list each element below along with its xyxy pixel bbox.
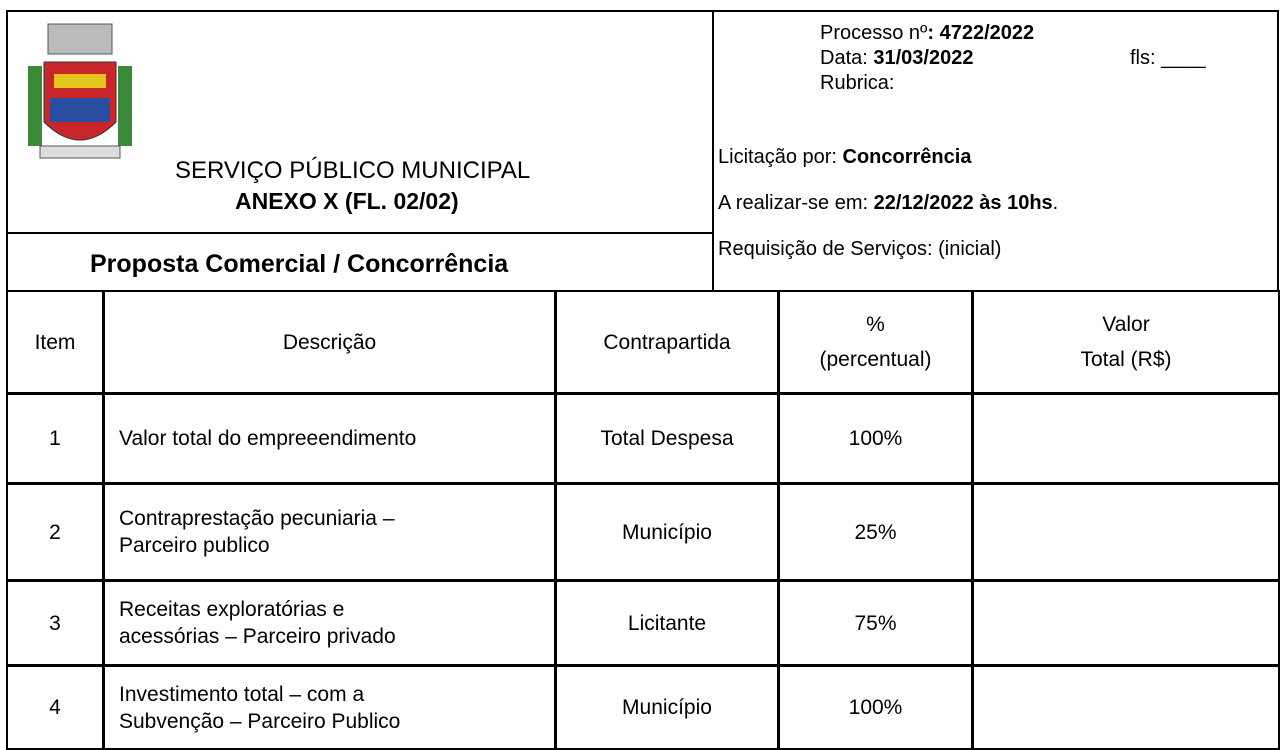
- cell-line: Total (R$): [1080, 348, 1172, 371]
- cell-line: Contraprestação pecuniaria –: [119, 507, 395, 530]
- form-name: Proposta Comercial / Concorrência: [90, 250, 509, 278]
- table-cell: 1: [6, 393, 104, 484]
- bid: Licitação por: Concorrência: [718, 146, 971, 169]
- cell-line: Valor total do empreeendimento: [119, 427, 417, 450]
- cell-line: Valor: [1102, 313, 1150, 336]
- table-cell: Total Despesa: [555, 393, 779, 484]
- cell-line: Descrição: [282, 330, 377, 354]
- column-header: Descrição: [103, 290, 556, 394]
- rubrica: Rubrica:: [820, 72, 895, 94]
- value: : 4722/2022: [927, 22, 1035, 44]
- cell-line: Parceiro publico: [119, 534, 270, 557]
- table-cell: Investimento total – com a Subvenção – Pa…: [103, 665, 556, 750]
- table-cell: 100%: [778, 665, 973, 750]
- table-cell: 2: [6, 483, 104, 581]
- cell-line: 100%: [848, 427, 903, 450]
- title: SERVIÇO PÚBLICO MUNICIPAL: [175, 157, 531, 184]
- process: Processo nº: 4722/2022: [820, 22, 1034, 45]
- cell-line: Receitas exploratórias e: [119, 598, 345, 621]
- column-header: Item: [6, 290, 104, 394]
- table-cell: 75%: [778, 580, 973, 666]
- cell-line: Total Despesa: [600, 427, 734, 450]
- coat-of-arms: [28, 23, 132, 159]
- cell-line: 2: [49, 520, 61, 544]
- table-cell: [972, 483, 1280, 581]
- cell-line: Contrapartida: [603, 330, 731, 354]
- table-cell: Valor total do empreeendimento: [103, 393, 556, 484]
- cell-line: Município: [622, 520, 712, 544]
- column-header: Valor Total (R$): [972, 290, 1280, 394]
- cell-line: (percentual): [819, 348, 932, 371]
- date: Data: 31/03/2022: [820, 47, 973, 70]
- table-cell: Município: [555, 483, 779, 581]
- cell-line: Investimento total – com a: [119, 682, 365, 706]
- cell-line: acessórias – Parceiro privado: [119, 625, 396, 648]
- table-cell: [972, 665, 1280, 750]
- cell-line: Subvenção – Parceiro Publico: [119, 709, 401, 733]
- subtitle: ANEXO X (FL. 02/02): [235, 188, 459, 214]
- value: Concorrência: [842, 146, 972, 168]
- table-cell: [972, 580, 1280, 666]
- cell-line: %: [866, 313, 885, 336]
- value: 31/03/2022: [873, 47, 974, 69]
- label: A realizar-se em:: [718, 192, 874, 214]
- table-cell: Contraprestação pecuniaria – Parceiro pub…: [103, 483, 556, 581]
- column-header: Contrapartida: [555, 290, 779, 394]
- cell-line: 1: [49, 427, 61, 450]
- table-cell: [972, 393, 1280, 484]
- table-cell: Receitas exploratórias e acessórias – Par…: [103, 580, 556, 666]
- value: 22/12/2022 às 10hs: [873, 192, 1053, 214]
- table-cell: Licitante: [555, 580, 779, 666]
- end: .: [1052, 192, 1059, 214]
- cell-line: 75%: [854, 611, 897, 635]
- label: Licitação por:: [718, 146, 843, 168]
- cell-line: 25%: [854, 520, 897, 544]
- cell-line: Item: [34, 330, 76, 354]
- when: A realizar-se em: 22/12/2022 às 10hs.: [718, 192, 1058, 215]
- label: Data:: [820, 47, 874, 69]
- table-cell: 3: [6, 580, 104, 666]
- table-cell: 25%: [778, 483, 973, 581]
- cell-line: 4: [49, 696, 61, 719]
- cell-line: 100%: [848, 696, 903, 719]
- table-cell: 4: [6, 665, 104, 750]
- cell-line: 3: [49, 611, 61, 635]
- table-cell: Município: [555, 665, 779, 750]
- column-header: % (percentual): [778, 290, 973, 394]
- label: Processo nº: [820, 22, 928, 44]
- table-cell: 100%: [778, 393, 973, 484]
- requisition: Requisição de Serviços: (inicial): [718, 238, 1002, 260]
- cell-line: Município: [622, 696, 712, 719]
- fls: fls: ____: [1130, 47, 1206, 69]
- cell-line: Licitante: [627, 611, 707, 635]
